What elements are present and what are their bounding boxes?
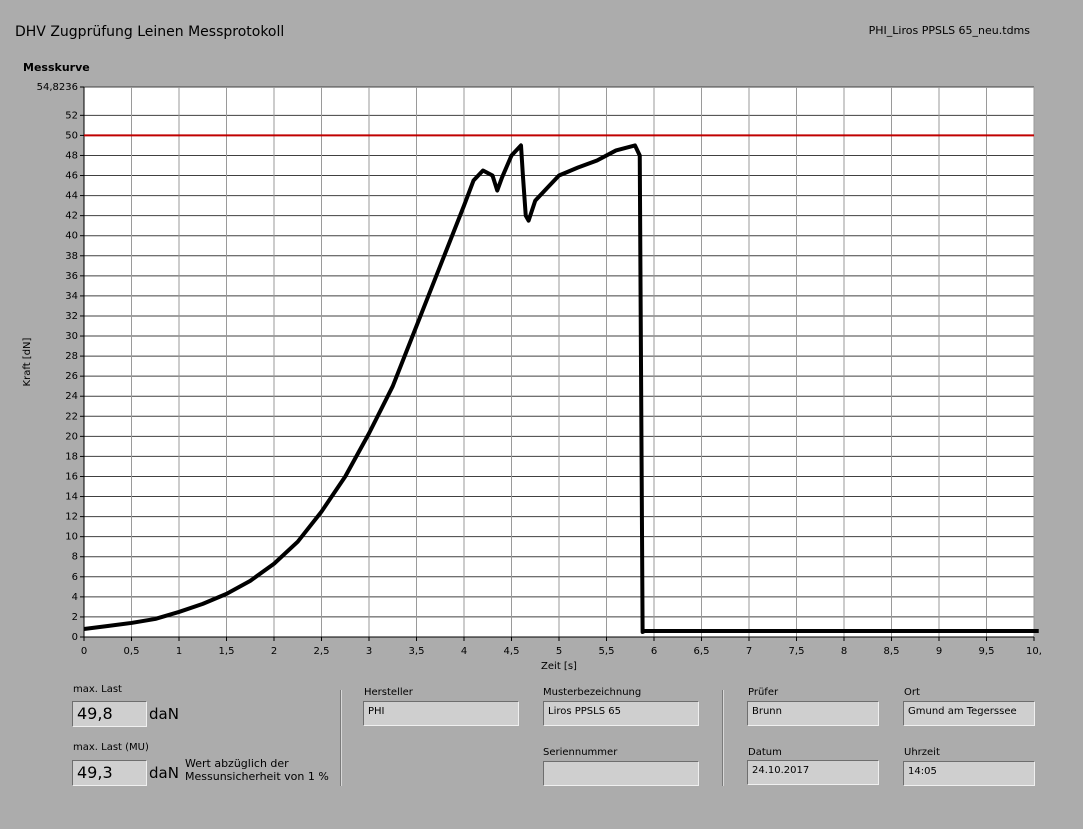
file-name: PHI_Liros PPSLS 65_neu.tdms xyxy=(869,24,1031,37)
y-tick-label: 28 xyxy=(65,351,78,362)
field-value xyxy=(543,761,699,786)
x-tick-label: 2,5 xyxy=(314,646,330,657)
unit: daN xyxy=(149,764,179,782)
field-label: Prüfer xyxy=(748,687,779,698)
y-tick-label: 26 xyxy=(65,371,78,382)
y-tick-label: 32 xyxy=(65,311,78,322)
x-tick-label: 9 xyxy=(936,646,942,657)
x-tick-label: 1 xyxy=(176,646,182,657)
x-tick-label: 0 xyxy=(81,646,87,657)
field-label: Ort xyxy=(904,687,920,698)
y-tick-label: 4 xyxy=(72,592,78,603)
chart: DHV Zugprüfung Leinen Messprotokoll PHI_… xyxy=(15,24,1042,672)
y-tick-label: 2 xyxy=(72,612,78,623)
x-tick-label: 6 xyxy=(651,646,657,657)
y-tick-label: 18 xyxy=(65,451,78,462)
y-tick-label: 22 xyxy=(65,411,78,422)
field-value: 49,3 xyxy=(72,760,147,786)
field-value: 24.10.2017 xyxy=(747,760,879,785)
y-tick-label: 38 xyxy=(65,251,78,262)
y-tick-label: 40 xyxy=(65,231,78,242)
x-tick-label: 1,5 xyxy=(219,646,235,657)
x-tick-label: 0,5 xyxy=(124,646,140,657)
x-axis-label: Zeit [s] xyxy=(541,661,577,672)
unit: daN xyxy=(149,705,179,723)
y-tick-label: 52 xyxy=(65,110,78,121)
page-title: DHV Zugprüfung Leinen Messprotokoll xyxy=(15,24,284,40)
field-value: Gmund am Tegerssee xyxy=(903,701,1035,726)
x-tick-label: 8,5 xyxy=(884,646,900,657)
x-tick-label: 5 xyxy=(556,646,562,657)
field-label: Musterbezeichnung xyxy=(543,687,642,698)
field-value: PHI xyxy=(363,701,519,726)
field-value: Brunn xyxy=(747,701,879,726)
x-tick-label: 6,5 xyxy=(694,646,710,657)
y-tick-label: 36 xyxy=(65,271,78,282)
field-label: max. Last xyxy=(73,684,122,695)
y-tick-label: 8 xyxy=(72,552,78,563)
field-value: 49,8 xyxy=(72,701,147,727)
separator xyxy=(340,690,342,786)
field-value: Liros PPSLS 65 xyxy=(543,701,699,726)
x-tick-label: 7,5 xyxy=(789,646,805,657)
y-axis-label: Kraft [dN] xyxy=(22,337,33,386)
y-tick-label: 54,8236 xyxy=(37,82,78,93)
x-tick-label: 4,5 xyxy=(504,646,520,657)
y-tick-label: 16 xyxy=(65,471,78,482)
y-tick-label: 12 xyxy=(65,512,78,523)
field-label: Hersteller xyxy=(364,687,413,698)
y-tick-label: 34 xyxy=(65,291,78,302)
y-tick-label: 0 xyxy=(72,632,78,643)
separator xyxy=(722,690,724,786)
y-tick-label: 42 xyxy=(65,211,78,222)
field-value: 14:05 xyxy=(903,761,1035,786)
field-label: Datum xyxy=(748,747,782,758)
x-tick-label: 4 xyxy=(461,646,467,657)
y-tick-label: 20 xyxy=(65,431,78,442)
y-tick-label: 24 xyxy=(65,391,78,402)
y-tick-label: 30 xyxy=(65,331,78,342)
field-label: Seriennummer xyxy=(543,747,618,758)
note: Wert abzüglich der Messunsicherheit von … xyxy=(185,757,329,783)
chart-title: Messkurve xyxy=(23,61,90,74)
x-tick-label: 3 xyxy=(366,646,372,657)
y-tick-label: 44 xyxy=(65,191,78,202)
x-tick-label: 9,5 xyxy=(979,646,995,657)
field-label: max. Last (MU) xyxy=(73,742,149,753)
x-tick-label: 2 xyxy=(271,646,277,657)
y-tick-label: 6 xyxy=(72,572,78,583)
x-tick-label: 8 xyxy=(841,646,847,657)
data-line xyxy=(83,143,1039,634)
x-tick-label: 3,5 xyxy=(409,646,425,657)
x-tick-label: 10, xyxy=(1026,646,1042,657)
y-tick-label: 46 xyxy=(65,171,78,182)
y-tick-label: 10 xyxy=(65,532,78,543)
x-tick-label: 7 xyxy=(746,646,752,657)
y-tick-label: 14 xyxy=(65,492,78,503)
y-tick-label: 50 xyxy=(65,130,78,141)
field-label: Uhrzeit xyxy=(904,747,940,758)
x-tick-label: 5,5 xyxy=(599,646,615,657)
y-tick-label: 48 xyxy=(65,150,78,161)
